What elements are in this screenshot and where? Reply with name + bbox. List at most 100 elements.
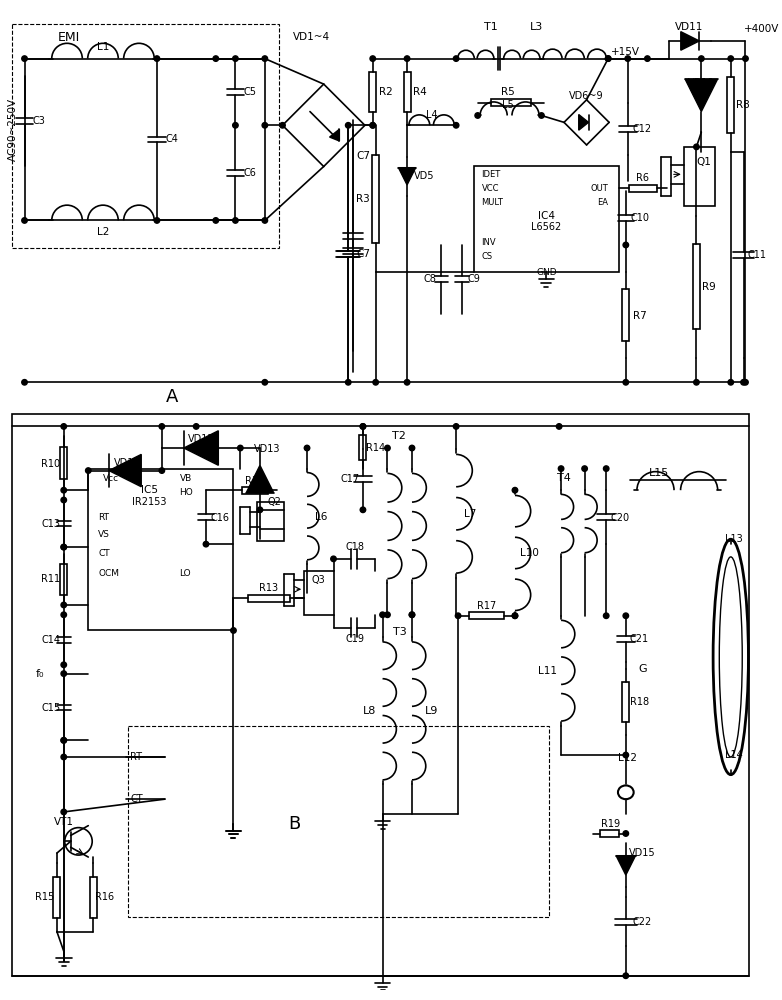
Bar <box>629 185 658 192</box>
Circle shape <box>262 380 267 385</box>
Text: L2: L2 <box>97 227 109 237</box>
Circle shape <box>61 738 66 743</box>
Bar <box>491 99 531 106</box>
Text: IC5: IC5 <box>141 485 158 495</box>
Bar <box>88 469 234 630</box>
Circle shape <box>623 380 629 385</box>
Circle shape <box>404 56 410 61</box>
Circle shape <box>61 738 66 743</box>
Circle shape <box>623 752 629 758</box>
Circle shape <box>409 612 414 618</box>
Text: CT: CT <box>131 794 143 804</box>
Text: VD11: VD11 <box>676 22 704 32</box>
Circle shape <box>61 612 66 618</box>
Text: T2: T2 <box>393 431 406 441</box>
Text: AC90~250V: AC90~250V <box>8 98 18 161</box>
Circle shape <box>331 556 336 562</box>
Text: B: B <box>288 815 300 833</box>
Circle shape <box>373 380 378 385</box>
Text: R10: R10 <box>41 459 60 469</box>
Text: VT1: VT1 <box>54 817 74 827</box>
Text: L1: L1 <box>97 42 109 52</box>
Text: L13: L13 <box>725 534 743 544</box>
Circle shape <box>233 218 239 223</box>
Circle shape <box>193 424 199 429</box>
Circle shape <box>346 380 351 385</box>
Circle shape <box>694 144 699 150</box>
Polygon shape <box>681 32 699 50</box>
Text: L10: L10 <box>520 548 539 558</box>
Circle shape <box>380 612 386 618</box>
Text: IDET: IDET <box>482 170 500 179</box>
Text: R8: R8 <box>736 100 749 110</box>
Circle shape <box>154 56 160 61</box>
Text: L14: L14 <box>725 750 743 760</box>
Circle shape <box>61 544 66 550</box>
Polygon shape <box>329 129 339 141</box>
Text: +15V: +15V <box>612 47 640 57</box>
Text: VD10: VD10 <box>688 78 715 88</box>
Polygon shape <box>184 431 218 465</box>
Circle shape <box>698 56 704 61</box>
Text: L5: L5 <box>502 100 514 110</box>
Polygon shape <box>685 79 718 112</box>
Text: R3: R3 <box>356 194 370 204</box>
Circle shape <box>404 380 410 385</box>
Bar <box>127 726 549 917</box>
Text: C18: C18 <box>346 542 364 552</box>
Text: R9: R9 <box>702 282 716 292</box>
Circle shape <box>455 613 461 618</box>
Text: C19: C19 <box>346 634 364 644</box>
Polygon shape <box>109 454 142 487</box>
Text: C16: C16 <box>210 513 229 523</box>
Text: R14: R14 <box>366 443 386 453</box>
Bar <box>248 595 290 602</box>
Text: L7: L7 <box>464 509 476 519</box>
Circle shape <box>539 113 544 118</box>
Circle shape <box>213 218 218 223</box>
Circle shape <box>512 613 518 618</box>
Text: CS: CS <box>482 252 493 261</box>
Circle shape <box>22 218 27 223</box>
Text: T1: T1 <box>483 22 497 32</box>
Bar <box>474 166 619 272</box>
Text: C7: C7 <box>356 151 370 161</box>
Circle shape <box>370 123 375 128</box>
Circle shape <box>385 612 390 618</box>
Circle shape <box>61 662 66 668</box>
Text: L15: L15 <box>649 468 669 478</box>
Text: R18: R18 <box>630 697 649 707</box>
Circle shape <box>346 123 351 128</box>
Text: VD6~9: VD6~9 <box>569 91 604 101</box>
Text: C9: C9 <box>468 274 480 284</box>
Circle shape <box>85 468 91 473</box>
Circle shape <box>61 544 66 550</box>
Circle shape <box>61 809 66 815</box>
Circle shape <box>728 380 734 385</box>
Text: R7: R7 <box>633 311 647 321</box>
Circle shape <box>61 487 66 493</box>
Text: A: A <box>166 388 178 406</box>
Text: Vcc: Vcc <box>103 474 119 483</box>
Bar <box>693 244 700 329</box>
Text: R4: R4 <box>413 87 427 97</box>
Circle shape <box>203 541 209 547</box>
Text: T3: T3 <box>393 627 407 637</box>
Circle shape <box>61 497 66 503</box>
Text: C14: C14 <box>41 635 60 645</box>
Circle shape <box>694 380 699 385</box>
Text: EMI: EMI <box>58 31 80 44</box>
Circle shape <box>257 507 263 513</box>
Circle shape <box>262 56 267 61</box>
Polygon shape <box>616 856 636 875</box>
Bar <box>257 502 285 541</box>
Text: T4: T4 <box>557 473 571 483</box>
Circle shape <box>233 56 239 61</box>
Circle shape <box>644 56 650 61</box>
Text: VCC: VCC <box>482 184 499 193</box>
Text: C5: C5 <box>244 87 256 97</box>
Circle shape <box>231 628 236 633</box>
Bar <box>622 289 630 341</box>
Text: C22: C22 <box>633 917 652 927</box>
Text: RT: RT <box>98 513 109 522</box>
